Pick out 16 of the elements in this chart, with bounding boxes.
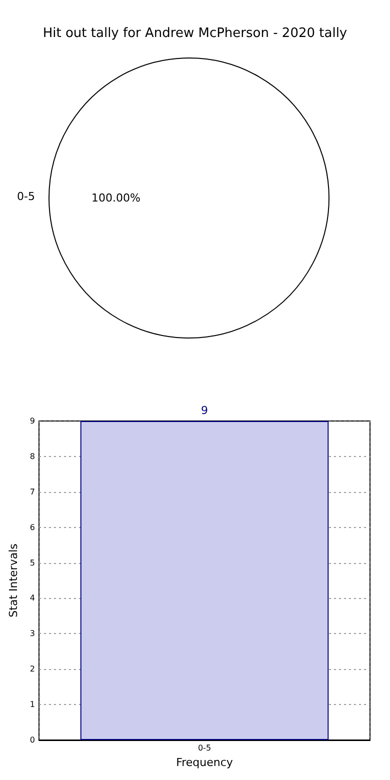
chart-title: Hit out tally for Andrew McPherson - 2020 tally (42, 26, 348, 41)
y-axis-title: Stat Intervals (7, 543, 20, 618)
y-tick-label: 3 (30, 629, 35, 638)
slice-label: 0-5 (17, 190, 35, 203)
y-tick-label: 8 (30, 452, 35, 461)
y-tick-label: 1 (30, 700, 35, 710)
y-tick-label: 7 (30, 487, 35, 496)
y-tick-label: 4 (30, 594, 35, 603)
y-tick-label: 6 (30, 522, 35, 532)
data-label: 100.00% (92, 192, 140, 204)
y-tick-label: 2 (30, 664, 35, 674)
data-label: 9 (201, 404, 208, 417)
x-axis-title: Frequency (176, 756, 234, 769)
y-tick-label: 9 (30, 416, 35, 426)
y-tick-label: 5 (30, 558, 35, 568)
y-tick-label: 0 (30, 736, 35, 744)
